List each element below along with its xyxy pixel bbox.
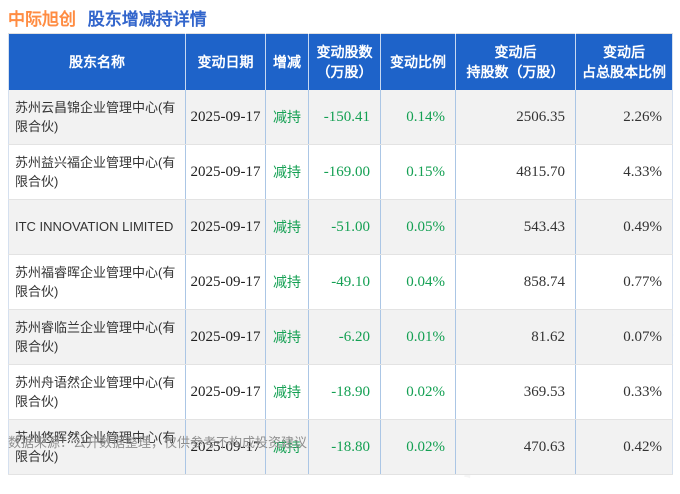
direction-label: 减持 [265, 199, 309, 255]
page-subtitle: 股东增减持详情 [87, 10, 207, 29]
col-header-shareholder-name: 股东名称 [8, 33, 186, 90]
shares-after: 543.43 [455, 199, 576, 255]
shares-after: 470.63 [455, 419, 576, 475]
table-row: 苏州睿临兰企业管理中心(有限合伙) 2025-09-17 减持 -6.20 0.… [8, 309, 673, 365]
col-header-change-shares: 变动股数 （万股） [308, 33, 381, 90]
change-date: 2025-09-17 [185, 199, 266, 255]
change-shares: -18.90 [308, 364, 381, 420]
direction-label: 减持 [265, 144, 309, 200]
change-ratio: 0.05% [380, 199, 456, 255]
change-date: 2025-09-17 [185, 309, 266, 365]
change-shares: -6.20 [308, 309, 381, 365]
page-title: 中际旭创 股东增减持详情 [8, 5, 207, 30]
shares-after: 81.62 [455, 309, 576, 365]
direction-label: 减持 [265, 309, 309, 365]
stock-name: 中际旭创 [8, 10, 76, 29]
change-ratio: 0.02% [380, 419, 456, 475]
col-header-shares-after: 变动后 持股数（万股） [455, 33, 576, 90]
shareholder-name: 苏州云昌锦企业管理中心(有限合伙) [8, 90, 186, 145]
change-date: 2025-09-17 [185, 90, 266, 145]
shares-after: 858.74 [455, 254, 576, 310]
col-header-change-date: 变动日期 [185, 33, 266, 90]
table-row: 苏州云昌锦企业管理中心(有限合伙) 2025-09-17 减持 -150.41 … [8, 90, 673, 145]
direction-label: 减持 [265, 90, 309, 145]
ratio-after: 0.49% [575, 199, 673, 255]
ratio-after: 0.42% [575, 419, 673, 475]
table-row: 苏州福睿晖企业管理中心(有限合伙) 2025-09-17 减持 -49.10 0… [8, 254, 673, 310]
table-header-row: 股东名称 变动日期 增减 变动股数 （万股） 变动比例 变动后 持股数（万股） … [8, 33, 673, 90]
ratio-after: 2.26% [575, 90, 673, 145]
change-date: 2025-09-17 [185, 364, 266, 420]
col-header-ratio-after: 变动后 占总股本比例 [575, 33, 673, 90]
change-ratio: 0.02% [380, 364, 456, 420]
page: 证券之星 证券之星 证券之星 证券之星 中际旭创 股东增减持详情 股东名称 变动… [8, 5, 673, 475]
ratio-after: 0.33% [575, 364, 673, 420]
change-shares: -150.41 [308, 90, 381, 145]
table-row: ITC INNOVATION LIMITED 2025-09-17 减持 -51… [8, 199, 673, 255]
ratio-after: 0.07% [575, 309, 673, 365]
col-header-change-ratio: 变动比例 [380, 33, 456, 90]
shares-after: 2506.35 [455, 90, 576, 145]
col-header-direction: 增减 [265, 33, 309, 90]
data-source-note: 数据来源：公开数据整理，仅供参考不构成投资建议 [8, 435, 308, 450]
change-shares: -51.00 [308, 199, 381, 255]
change-shares: -18.80 [308, 419, 381, 475]
shares-after: 4815.70 [455, 144, 576, 200]
shareholder-name: 苏州舟语然企业管理中心(有限合伙) [8, 364, 186, 420]
change-date: 2025-09-17 [185, 144, 266, 200]
shareholder-name: 苏州睿临兰企业管理中心(有限合伙) [8, 309, 186, 365]
shares-after: 369.53 [455, 364, 576, 420]
shareholder-name: 苏州福睿晖企业管理中心(有限合伙) [8, 254, 186, 310]
change-ratio: 0.01% [380, 309, 456, 365]
change-ratio: 0.14% [380, 90, 456, 145]
shareholder-change-table: 股东名称 变动日期 增减 变动股数 （万股） 变动比例 变动后 持股数（万股） … [8, 33, 673, 475]
ratio-after: 4.33% [575, 144, 673, 200]
direction-label: 减持 [265, 254, 309, 310]
ratio-after: 0.77% [575, 254, 673, 310]
change-shares: -49.10 [308, 254, 381, 310]
shareholder-name: ITC INNOVATION LIMITED [8, 199, 186, 255]
shareholder-name: 苏州益兴福企业管理中心(有限合伙) [8, 144, 186, 200]
change-ratio: 0.04% [380, 254, 456, 310]
change-date: 2025-09-17 [185, 254, 266, 310]
direction-label: 减持 [265, 364, 309, 420]
change-shares: -169.00 [308, 144, 381, 200]
table-row: 苏州益兴福企业管理中心(有限合伙) 2025-09-17 减持 -169.00 … [8, 144, 673, 200]
table-row: 苏州舟语然企业管理中心(有限合伙) 2025-09-17 减持 -18.90 0… [8, 364, 673, 420]
change-ratio: 0.15% [380, 144, 456, 200]
